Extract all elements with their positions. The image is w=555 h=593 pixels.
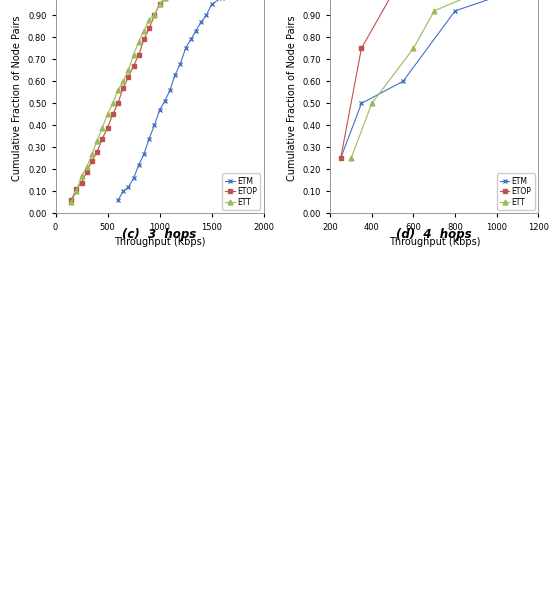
ETOP [94,148,100,155]
ETT [431,7,438,14]
ETM [177,60,184,67]
ETT [83,164,90,171]
ETOP [114,100,121,107]
ETT [68,199,74,206]
Line: ETT: ETT [349,0,478,161]
ETM [208,1,215,8]
ETOP [146,25,153,32]
ETM [114,197,121,204]
ETOP [120,84,127,91]
X-axis label: Throughput (Kbps): Throughput (Kbps) [114,237,205,247]
Line: ETOP: ETOP [69,0,173,203]
ETT [99,124,105,131]
ETM [337,155,344,162]
Line: ETT: ETT [69,0,193,205]
ETM [151,122,158,129]
ETM [182,44,189,52]
ETM [146,135,153,142]
ETM [135,161,142,168]
ETOP [78,179,85,186]
ETOP [157,1,163,8]
ETM [120,188,127,195]
ETT [162,0,168,1]
ETT [157,1,163,8]
Text: (d)  4  hops: (d) 4 hops [396,228,472,241]
ETOP [337,155,344,162]
ETOP [151,12,158,19]
ETOP [125,74,132,81]
Legend: ETM, ETOP, ETT: ETM, ETOP, ETT [497,174,534,210]
Y-axis label: Cumulative Fraction of Node Pairs: Cumulative Fraction of Node Pairs [12,15,22,181]
ETM [172,71,179,78]
Y-axis label: Cumulative Fraction of Node Pairs: Cumulative Fraction of Node Pairs [287,15,297,181]
ETOP [73,186,80,193]
ETM [400,78,406,85]
ETOP [99,135,105,142]
ETT [104,111,111,118]
ETOP [89,157,95,164]
ETOP [83,168,90,175]
ETM [125,183,132,190]
ETT [146,16,153,23]
ETOP [130,62,137,69]
ETT [73,188,80,195]
ETM [203,12,210,19]
ETT [140,27,147,34]
ETT [125,67,132,74]
ETM [166,87,173,94]
ETT [347,155,354,162]
ETM [188,36,194,43]
ETM [452,7,458,14]
X-axis label: Throughput (Kbps): Throughput (Kbps) [388,237,480,247]
ETT [94,137,100,144]
ETT [135,38,142,45]
ETOP [104,124,111,131]
ETM [130,175,137,182]
ETM [193,27,199,34]
Line: ETOP: ETOP [338,0,395,161]
ETM [219,0,225,1]
ETM [140,151,147,158]
Text: (c)  3  hops: (c) 3 hops [123,228,196,241]
ETOP [109,111,116,118]
ETOP [68,197,74,204]
ETOP [162,0,168,1]
ETT [151,12,158,19]
ETT [130,52,137,59]
ETT [410,44,417,52]
ETM [157,106,163,113]
ETT [120,78,127,85]
ETOP [135,52,142,59]
ETT [89,151,95,158]
Legend: ETM, ETOP, ETT: ETM, ETOP, ETT [223,174,260,210]
ETT [369,100,375,107]
ETOP [140,36,147,43]
ETM [358,100,365,107]
Line: ETM: ETM [115,0,266,203]
ETT [78,173,85,180]
ETT [114,87,121,94]
ETOP [358,44,365,52]
ETM [162,98,168,105]
Line: ETM: ETM [338,0,509,161]
ETM [198,18,204,25]
ETT [109,100,116,107]
